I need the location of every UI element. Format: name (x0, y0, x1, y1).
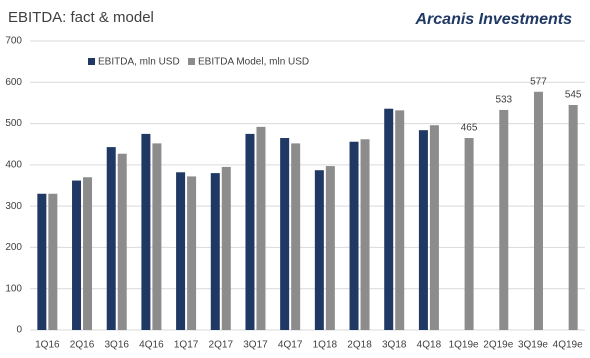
bar (187, 176, 197, 330)
legend-label: EBITDA Model, mln USD (198, 57, 309, 68)
x-tick-label: 1Q17 (174, 340, 199, 351)
y-tick-label: 600 (5, 77, 22, 88)
x-tick-label: 1Q19e (449, 340, 479, 351)
bar (176, 172, 186, 330)
bar (117, 153, 127, 330)
x-tick-label: 1Q18 (313, 340, 338, 351)
x-tick-label: 1Q16 (35, 340, 60, 351)
bar (464, 138, 474, 330)
legend-label: EBITDA, mln USD (98, 57, 180, 68)
bar (395, 110, 405, 330)
bar (533, 91, 543, 330)
bar (221, 166, 231, 330)
chart-title: EBITDA: fact & model (8, 9, 154, 26)
bar (72, 180, 82, 330)
bar (106, 147, 116, 330)
x-tick-label: 2Q19e (483, 340, 513, 351)
data-label: 577 (530, 76, 547, 87)
bar (314, 170, 324, 330)
bar (499, 109, 509, 330)
y-tick-label: 0 (16, 325, 22, 336)
y-tick-label: 500 (5, 118, 22, 129)
bar (141, 133, 151, 330)
bar (37, 193, 47, 330)
y-tick-label: 700 (5, 36, 22, 47)
x-tick-label: 4Q19e (553, 340, 583, 351)
data-label: 465 (461, 123, 478, 134)
bar (152, 143, 162, 330)
x-tick-label: 4Q18 (417, 340, 442, 351)
x-tick-label: 3Q17 (243, 340, 268, 351)
bar (280, 138, 290, 330)
bar (349, 141, 359, 330)
bar (83, 177, 93, 330)
y-tick-label: 200 (5, 242, 22, 253)
legend-swatch (88, 58, 95, 65)
data-label: 533 (495, 95, 512, 106)
bar (384, 108, 394, 330)
y-tick-label: 100 (5, 283, 22, 294)
y-tick-label: 400 (5, 159, 22, 170)
bar (210, 173, 220, 330)
bar (291, 143, 301, 330)
x-tick-label: 2Q17 (209, 340, 234, 351)
bar (568, 104, 578, 330)
bar (245, 133, 255, 330)
bar (48, 193, 58, 330)
x-tick-label: 3Q19e (518, 340, 548, 351)
bar (325, 166, 335, 330)
brand: Arcanis Investments (414, 11, 572, 28)
bar (429, 125, 439, 330)
y-tick-label: 300 (5, 201, 22, 212)
bar (418, 130, 428, 330)
bar (256, 126, 266, 330)
data-label: 545 (565, 90, 582, 101)
x-tick-label: 2Q18 (347, 340, 372, 351)
x-tick-label: 4Q17 (278, 340, 303, 351)
x-tick-label: 2Q16 (70, 340, 95, 351)
legend-swatch (188, 58, 195, 65)
x-tick-label: 4Q16 (139, 340, 164, 351)
bar (360, 139, 370, 330)
x-tick-label: 3Q18 (382, 340, 407, 351)
x-tick-label: 3Q16 (104, 340, 129, 351)
